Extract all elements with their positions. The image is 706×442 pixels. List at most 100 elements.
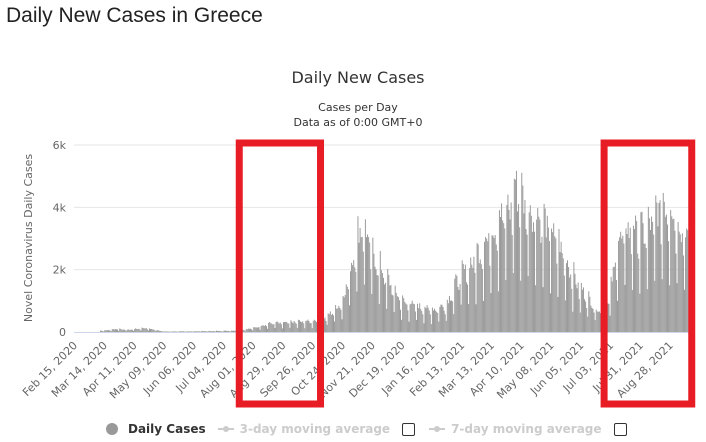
bar bbox=[595, 309, 597, 332]
bar bbox=[581, 289, 583, 332]
legend-label-3day-avg: 3-day moving average bbox=[239, 422, 391, 436]
bar bbox=[387, 268, 389, 332]
bar bbox=[491, 235, 493, 332]
bar bbox=[254, 327, 256, 332]
checkbox-3day-avg[interactable] bbox=[402, 422, 416, 436]
bar bbox=[142, 328, 144, 332]
bar bbox=[673, 218, 675, 332]
bar bbox=[302, 321, 304, 332]
bar bbox=[344, 295, 346, 332]
bar bbox=[567, 260, 568, 332]
bar bbox=[407, 310, 409, 332]
bar bbox=[428, 310, 430, 332]
bar bbox=[123, 329, 125, 332]
bar bbox=[129, 329, 131, 332]
bar bbox=[187, 331, 189, 332]
bar bbox=[116, 329, 117, 332]
bar bbox=[648, 218, 650, 332]
y-tick-label: 2k bbox=[53, 264, 67, 277]
bar bbox=[684, 289, 686, 332]
bar bbox=[573, 262, 575, 332]
bar bbox=[645, 248, 647, 332]
bar bbox=[365, 237, 367, 332]
bar bbox=[352, 265, 354, 332]
bar bbox=[682, 255, 684, 332]
bar bbox=[484, 241, 486, 332]
bar bbox=[552, 232, 554, 332]
bar bbox=[664, 216, 666, 332]
bar bbox=[313, 319, 315, 332]
bar bbox=[235, 330, 237, 332]
bar bbox=[243, 330, 245, 332]
bar bbox=[496, 250, 498, 332]
bar bbox=[507, 194, 509, 332]
bar bbox=[306, 320, 308, 332]
bar bbox=[278, 323, 280, 332]
bar bbox=[197, 331, 199, 332]
legend-7day-avg[interactable]: 7-day moving average bbox=[429, 422, 602, 436]
bar bbox=[383, 277, 384, 332]
bar bbox=[143, 328, 145, 332]
bar bbox=[474, 272, 476, 332]
bar bbox=[596, 311, 598, 332]
bar bbox=[128, 329, 130, 332]
bar bbox=[582, 287, 584, 332]
bar bbox=[470, 257, 472, 332]
bar bbox=[536, 219, 538, 332]
legend-daily-cases[interactable]: Daily Cases bbox=[106, 422, 206, 436]
bar bbox=[179, 331, 181, 332]
bar bbox=[512, 272, 514, 332]
bar bbox=[391, 294, 393, 332]
bar bbox=[675, 253, 677, 332]
bar bbox=[548, 241, 550, 332]
bar bbox=[360, 237, 362, 332]
bar bbox=[133, 330, 135, 332]
bar bbox=[448, 295, 450, 332]
bar bbox=[672, 219, 674, 332]
bar bbox=[171, 331, 173, 332]
bar bbox=[221, 331, 223, 332]
bar bbox=[574, 273, 576, 332]
bar bbox=[517, 211, 519, 332]
bar bbox=[471, 264, 473, 332]
bar bbox=[461, 260, 463, 332]
bar bbox=[156, 330, 158, 332]
line-marker-icon bbox=[429, 423, 446, 435]
bar bbox=[657, 226, 659, 332]
bar bbox=[325, 321, 327, 332]
y-axis-title: Novel Coronavirus Daily Cases bbox=[22, 154, 35, 322]
bar bbox=[183, 331, 185, 332]
bar bbox=[276, 321, 278, 332]
checkbox-7day-avg[interactable] bbox=[613, 422, 627, 436]
page-title: Daily New Cases in Greece bbox=[6, 4, 263, 27]
bar bbox=[652, 221, 654, 332]
legend-label-daily-cases: Daily Cases bbox=[128, 422, 206, 436]
bar bbox=[372, 237, 374, 332]
bar bbox=[408, 321, 410, 332]
bar bbox=[432, 310, 434, 332]
bar bbox=[250, 328, 252, 332]
bar bbox=[679, 234, 681, 332]
bar bbox=[450, 300, 451, 332]
bar bbox=[439, 306, 441, 332]
bar bbox=[494, 235, 496, 332]
bar bbox=[647, 206, 649, 332]
bar bbox=[455, 274, 457, 332]
bar bbox=[271, 323, 273, 332]
bar bbox=[333, 315, 334, 332]
bar bbox=[100, 330, 102, 332]
bar bbox=[454, 278, 456, 332]
bar bbox=[472, 267, 474, 332]
bar bbox=[298, 320, 300, 332]
bar bbox=[618, 240, 620, 332]
bar bbox=[347, 289, 349, 332]
bar bbox=[542, 287, 544, 332]
bar bbox=[481, 269, 483, 332]
bar bbox=[348, 305, 350, 332]
legend-3day-avg[interactable]: 3-day moving average bbox=[217, 422, 391, 436]
bar bbox=[593, 312, 595, 332]
bar bbox=[331, 313, 333, 332]
bar bbox=[404, 301, 406, 332]
bar bbox=[662, 192, 664, 332]
